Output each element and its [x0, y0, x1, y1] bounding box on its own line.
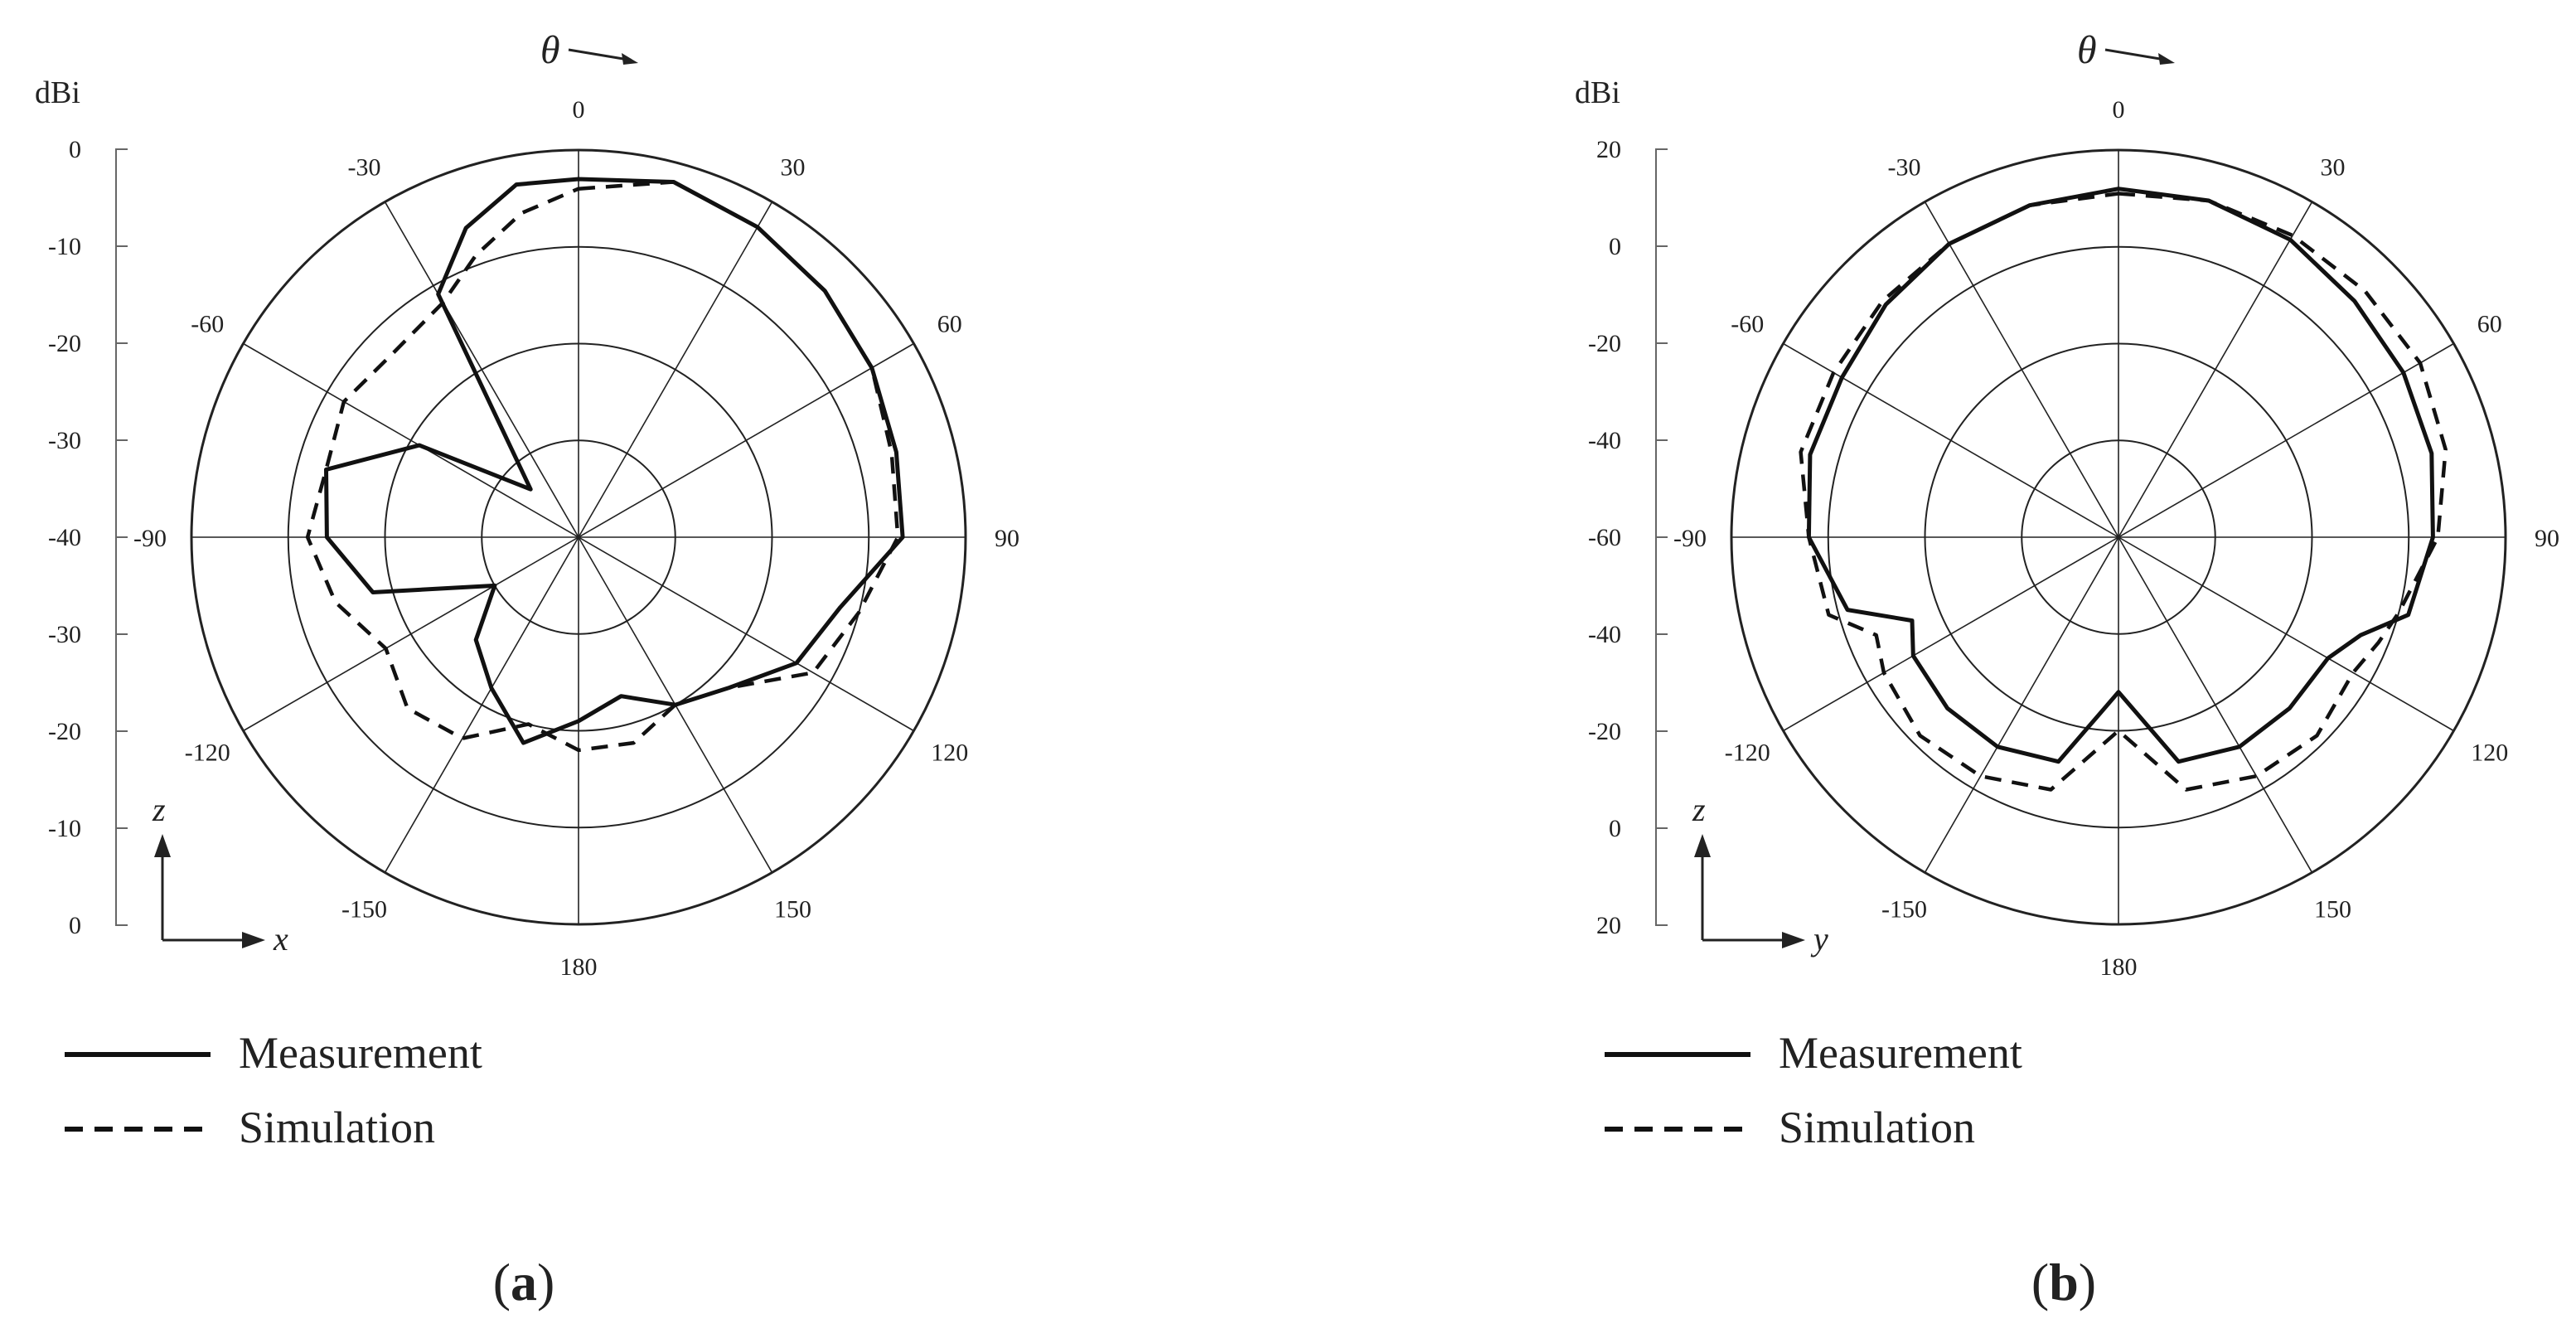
series-layer — [1799, 187, 2448, 792]
angle-tick-label: -120 — [1725, 739, 1770, 767]
axis-vertical-label: z — [1692, 791, 1706, 828]
coordinate-axes-indicator: z y — [1692, 791, 1828, 958]
angle-tick-label: 0 — [2113, 96, 2125, 124]
axis-horizontal-label: y — [1810, 920, 1828, 958]
radial-tick-label: -40 — [1588, 427, 1621, 454]
angle-tick-label: 60 — [937, 311, 962, 338]
legend: Measurement Simulation — [1605, 1028, 2022, 1152]
radial-tick-label: -40 — [1588, 621, 1621, 648]
radial-tick-label: -60 — [1588, 524, 1621, 551]
radial-tick-label: -20 — [48, 718, 81, 745]
theta-label: θ — [540, 28, 560, 72]
radial-tick-label: 20 — [1596, 912, 1621, 939]
radial-tick-label: -40 — [48, 524, 81, 551]
radial-tick-label: 0 — [69, 136, 81, 163]
angle-tick-label: 180 — [2100, 953, 2138, 981]
caption-letter: b — [2049, 1253, 2079, 1311]
angle-tick-label: 180 — [560, 953, 598, 981]
angle-tick-label: -30 — [1888, 153, 1921, 181]
theta-arrowhead-icon — [622, 53, 638, 65]
polar-panel-a: 0 30 60 90 120 150 180 -150 -120 -90 -60 -30 0 -10 -2… — [35, 28, 1019, 1311]
angle-tick-label: 30 — [2321, 153, 2346, 181]
angle-tick-label: 120 — [2471, 739, 2508, 767]
angle-tick-label: 90 — [995, 525, 1019, 552]
panel-caption: (b) — [2031, 1253, 2096, 1311]
angle-tick-label: -30 — [348, 153, 381, 181]
angle-tick-label: 150 — [774, 896, 811, 924]
caption-letter: a — [511, 1253, 537, 1311]
angle-tick-label: -60 — [1731, 311, 1764, 338]
radial-tick-label: 0 — [69, 912, 81, 939]
unit-label: dBi — [35, 75, 80, 110]
radial-tick-label: -20 — [1588, 718, 1621, 745]
angle-tick-label: 0 — [573, 96, 585, 124]
angle-labels: 0 30 60 90 120 150 180 -150 -120 -90 -60 -30 — [133, 96, 1019, 981]
caption-close: ) — [537, 1253, 554, 1311]
legend: Measurement Simulation — [65, 1028, 482, 1152]
angle-tick-label: -90 — [133, 525, 167, 552]
series-layer — [305, 177, 905, 753]
radial-axis: 0 -10 -20 -30 -40 -30 -20 -10 0 — [48, 136, 128, 939]
panel-caption: (a) — [493, 1253, 555, 1311]
series-line-measurement — [324, 177, 905, 745]
angle-tick-label: -60 — [191, 311, 224, 338]
series-line-simulation — [305, 180, 900, 753]
series-line-measurement — [1806, 187, 2435, 764]
angle-tick-label: 60 — [2477, 311, 2502, 338]
angle-tick-label: -90 — [1673, 525, 1707, 552]
radial-tick-label: -10 — [48, 815, 81, 842]
theta-arrowhead-icon — [2158, 53, 2175, 65]
series-line-simulation — [1799, 192, 2448, 792]
angle-tick-label: 150 — [2314, 896, 2351, 924]
axis-horizontal-label: x — [273, 920, 288, 958]
legend-simulation-label: Simulation — [239, 1103, 435, 1152]
polar-spoke — [1924, 201, 2313, 873]
axis-vertical-label: z — [152, 791, 166, 828]
caption-open: ( — [493, 1253, 511, 1311]
radial-tick-label: -30 — [48, 427, 81, 454]
radial-tick-label: -20 — [48, 330, 81, 357]
caption-close: ) — [2079, 1253, 2096, 1311]
theta-label: θ — [2077, 28, 2097, 72]
vertical-arrowhead-icon — [154, 834, 171, 857]
coordinate-axes-indicator: z x — [152, 791, 288, 958]
angle-tick-label: 90 — [2535, 525, 2559, 552]
caption-open: ( — [2031, 1253, 2049, 1311]
radial-tick-label: 20 — [1596, 136, 1621, 163]
vertical-arrowhead-icon — [1694, 834, 1711, 857]
angle-tick-label: 30 — [781, 153, 806, 181]
angle-tick-label: -120 — [185, 739, 230, 767]
angle-labels: 0 30 60 90 120 150 180 -150 -120 -90 -60 -30 — [1673, 96, 2559, 981]
radial-tick-label: 0 — [1609, 815, 1621, 842]
angle-tick-label: 120 — [931, 739, 968, 767]
radial-axis: 20 0 -20 -40 -60 -40 -20 0 20 — [1588, 136, 1668, 939]
theta-arrow-icon — [568, 48, 629, 61]
radial-tick-label: 0 — [1609, 233, 1621, 260]
legend-measurement-label: Measurement — [239, 1028, 482, 1078]
angle-tick-label: -150 — [1881, 896, 1927, 924]
angle-tick-label: -150 — [341, 896, 387, 924]
horizontal-arrowhead-icon — [1782, 932, 1805, 948]
theta-arrow-icon — [2104, 48, 2166, 61]
polar-grid — [1730, 148, 2507, 926]
polar-grid — [190, 148, 967, 926]
polar-panel-b: 0 30 60 90 120 150 180 -150 -120 -90 -60 -30 20 0 -20… — [1575, 28, 2559, 1311]
radial-tick-label: -10 — [48, 233, 81, 260]
radial-tick-label: -20 — [1588, 330, 1621, 357]
legend-simulation-label: Simulation — [1779, 1103, 1975, 1152]
legend-measurement-label: Measurement — [1779, 1028, 2022, 1078]
unit-label: dBi — [1575, 75, 1620, 110]
radial-tick-label: -30 — [48, 621, 81, 648]
horizontal-arrowhead-icon — [242, 932, 265, 948]
